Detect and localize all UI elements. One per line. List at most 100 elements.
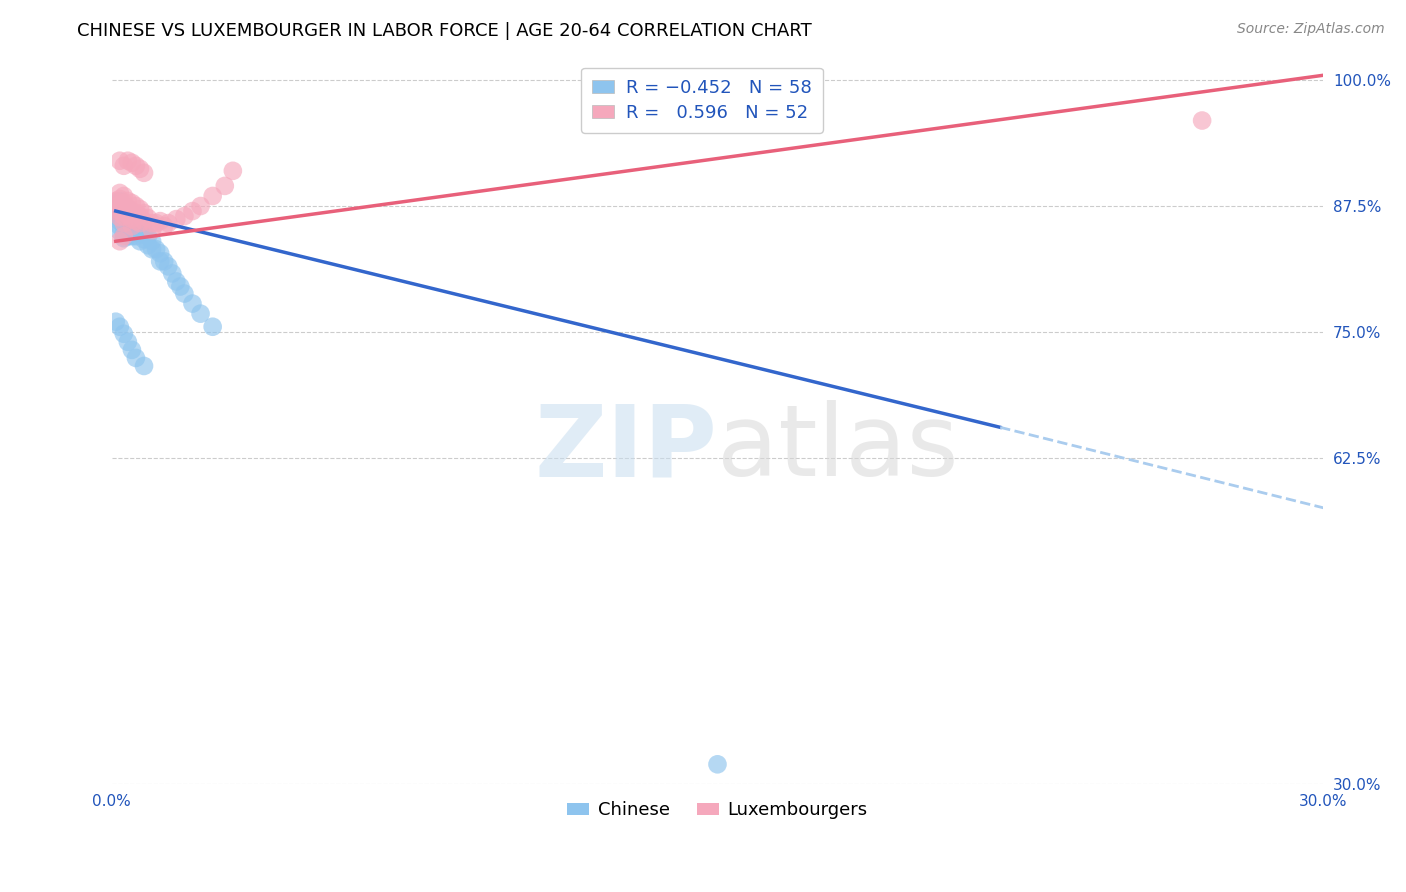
Point	[201, 319, 224, 334]
Point	[141, 242, 163, 256]
Point	[706, 757, 728, 772]
Point	[125, 351, 148, 365]
Point	[121, 343, 143, 357]
Point	[117, 202, 139, 216]
Point	[112, 216, 135, 230]
Point	[108, 214, 131, 228]
Legend: Chinese, Luxembourgers: Chinese, Luxembourgers	[560, 794, 875, 827]
Point	[157, 216, 180, 230]
Point	[141, 216, 163, 230]
Point	[112, 214, 135, 228]
Point	[157, 260, 180, 274]
Point	[201, 189, 224, 203]
Point	[104, 204, 127, 219]
Point	[104, 199, 127, 213]
Text: atlas: atlas	[717, 401, 959, 498]
Point	[129, 209, 152, 223]
Point	[104, 194, 127, 208]
Point	[165, 275, 187, 289]
Point	[112, 209, 135, 223]
Point	[117, 201, 139, 215]
Point	[129, 226, 152, 240]
Point	[112, 159, 135, 173]
Point	[121, 219, 143, 234]
Point	[136, 229, 159, 244]
Point	[112, 196, 135, 211]
Point	[108, 209, 131, 223]
Point	[141, 234, 163, 248]
Point	[121, 229, 143, 244]
Point	[136, 211, 159, 226]
Point	[125, 159, 148, 173]
Point	[121, 196, 143, 211]
Point	[125, 214, 148, 228]
Point	[104, 315, 127, 329]
Point	[181, 296, 204, 310]
Point	[165, 212, 187, 227]
Text: CHINESE VS LUXEMBOURGER IN LABOR FORCE | AGE 20-64 CORRELATION CHART: CHINESE VS LUXEMBOURGER IN LABOR FORCE |…	[77, 22, 813, 40]
Point	[108, 210, 131, 224]
Point	[108, 186, 131, 200]
Point	[149, 214, 172, 228]
Point	[1191, 113, 1213, 128]
Point	[173, 209, 195, 223]
Point	[112, 231, 135, 245]
Point	[117, 194, 139, 208]
Text: ZIP: ZIP	[534, 401, 717, 498]
Point	[117, 153, 139, 168]
Point	[125, 199, 148, 213]
Point	[112, 326, 135, 341]
Point	[121, 212, 143, 227]
Text: Source: ZipAtlas.com: Source: ZipAtlas.com	[1237, 22, 1385, 37]
Point	[108, 198, 131, 212]
Point	[112, 219, 135, 234]
Point	[132, 214, 155, 228]
Point	[117, 334, 139, 349]
Point	[129, 219, 152, 234]
Point	[108, 319, 131, 334]
Point	[132, 359, 155, 373]
Point	[112, 209, 135, 223]
Point	[190, 307, 212, 321]
Point	[214, 178, 236, 193]
Point	[129, 161, 152, 176]
Point	[112, 226, 135, 240]
Point	[190, 199, 212, 213]
Point	[149, 254, 172, 268]
Point	[112, 229, 135, 244]
Point	[108, 192, 131, 206]
Point	[121, 206, 143, 220]
Point	[117, 223, 139, 237]
Point	[112, 204, 135, 219]
Point	[132, 206, 155, 220]
Point	[104, 209, 127, 223]
Point	[145, 242, 167, 256]
Point	[125, 222, 148, 236]
Point	[132, 224, 155, 238]
Point	[145, 216, 167, 230]
Point	[108, 153, 131, 168]
Point	[108, 219, 131, 234]
Point	[132, 166, 155, 180]
Point	[181, 204, 204, 219]
Point	[104, 199, 127, 213]
Point	[112, 199, 135, 213]
Point	[117, 208, 139, 222]
Point	[162, 267, 184, 281]
Point	[121, 155, 143, 169]
Point	[108, 194, 131, 208]
Point	[169, 279, 191, 293]
Point	[129, 216, 152, 230]
Point	[121, 214, 143, 228]
Point	[108, 199, 131, 213]
Point	[132, 232, 155, 246]
Point	[117, 216, 139, 230]
Point	[121, 221, 143, 235]
Point	[104, 204, 127, 219]
Point	[108, 204, 131, 219]
Point	[121, 204, 143, 219]
Point	[112, 189, 135, 203]
Point	[136, 238, 159, 252]
Point	[117, 229, 139, 244]
Point	[222, 164, 245, 178]
